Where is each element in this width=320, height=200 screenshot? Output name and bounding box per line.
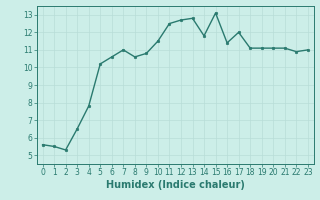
X-axis label: Humidex (Indice chaleur): Humidex (Indice chaleur) [106, 180, 244, 190]
